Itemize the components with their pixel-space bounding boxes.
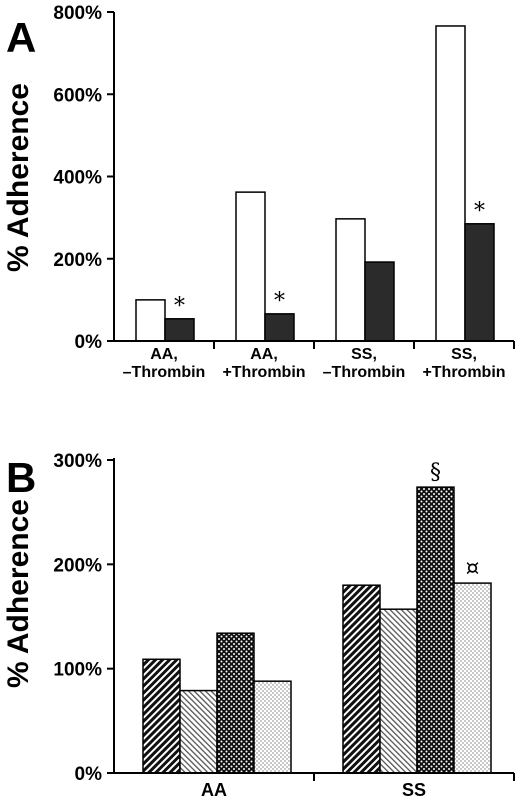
panel-a-category-label: SS, [351, 346, 377, 363]
panel-b-y-tick-label: 300% [53, 451, 102, 472]
panel-a-annotations: * * * [174, 199, 485, 319]
panel-a-annotation: * [274, 289, 285, 314]
panel-b-bar [453, 582, 492, 774]
panel-b-bars [142, 486, 492, 774]
panel-a-annotation: * [174, 294, 185, 319]
panel-b-y-tick-label: 0% [75, 764, 103, 785]
panel-a-category-label: SS, [451, 346, 477, 363]
panel-b-bar [253, 680, 292, 774]
panel-a-bar [435, 25, 466, 342]
panel-a-x-ticks [213, 341, 515, 349]
panel-a-letter: A [6, 14, 36, 61]
panel-b-annotation: ¤ [466, 556, 480, 581]
panel-a-category-label: –Thrombin [323, 364, 406, 381]
panel-b-y-tick-label: 200% [53, 555, 102, 576]
panel-b-bar [342, 584, 381, 774]
panel-b-annotation: § [430, 460, 441, 485]
panel-a-bar [264, 313, 295, 342]
panel-b-bar [379, 608, 418, 774]
panel-a-axes [113, 12, 514, 342]
panel-a-categories: AA,–ThrombinAA,+ThrombinSS,–ThrombinSS,+… [123, 346, 506, 381]
panel-a-bars [135, 25, 495, 342]
panel-a: A % Adherence 0% 200% 400% 600% 800% * * * AA,… [2, 3, 515, 381]
panel-b-axes [113, 458, 514, 774]
panel-a-category-label: AA, [150, 346, 178, 363]
panel-a-category-label: +Thrombin [422, 364, 505, 381]
panel-a-annotation: * [474, 199, 485, 224]
panel-a-category-label: AA, [250, 346, 278, 363]
panel-b-bar [416, 486, 455, 774]
panel-a-y-tick-label: 0% [75, 332, 103, 353]
panel-a-bar [135, 299, 166, 342]
panel-a-bar [464, 223, 495, 342]
panel-b-annotations: §¤ [430, 460, 480, 581]
panel-a-y-ticks: 0% 200% 400% 600% 800% [53, 3, 114, 353]
panel-b-bar [142, 658, 181, 774]
panel-a-y-tick-label: 400% [53, 168, 102, 189]
panel-b-y-axis-label: % Adherence [2, 499, 35, 688]
panel-b-bar [179, 689, 218, 774]
panel-a-category-label: –Thrombin [123, 364, 206, 381]
panel-a-y-tick-label: 600% [53, 85, 102, 106]
panel-a-bar [335, 218, 366, 342]
panel-b-category-label: AA [201, 780, 227, 800]
panel-a-bar [235, 191, 266, 342]
panel-a-y-tick-label: 800% [53, 3, 102, 24]
panel-b: B % Adherence 0%100%200%300% §¤ AA SS [2, 451, 515, 800]
panel-a-y-axis-label: % Adherence [2, 83, 35, 272]
panel-a-bar [364, 261, 395, 342]
panel-b-bar [216, 632, 255, 774]
panel-b-x-ticks [313, 773, 515, 781]
panel-a-category-label: +Thrombin [222, 364, 305, 381]
panel-b-y-ticks: 0% 100% 200% 300% [53, 451, 114, 785]
panel-a-bar [164, 318, 195, 342]
panel-a-y-tick-label: 200% [53, 250, 102, 271]
panel-b-categories: AA SS [201, 780, 426, 800]
panel-b-y-tick-label: 100% [53, 660, 102, 681]
panel-b-category-label: SS [402, 780, 426, 800]
panel-b-letter: B [6, 454, 36, 501]
